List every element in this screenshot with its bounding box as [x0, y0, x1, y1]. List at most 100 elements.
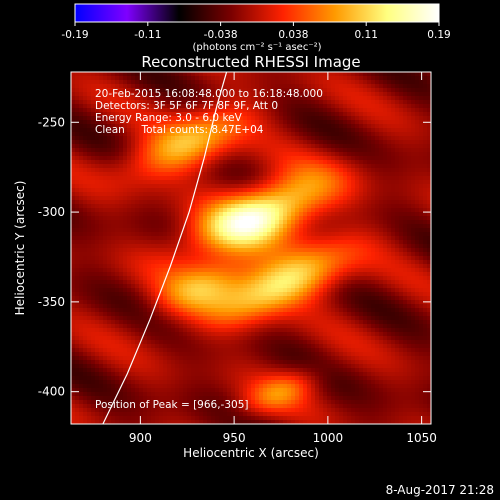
heat-cell — [259, 192, 264, 197]
heat-cell — [263, 228, 268, 233]
heat-cell — [367, 232, 372, 237]
heat-cell — [243, 288, 248, 293]
heat-cell — [411, 160, 416, 165]
heat-cell — [135, 116, 140, 121]
heat-cell — [103, 260, 108, 265]
heat-cell — [179, 220, 184, 225]
heat-cell — [171, 84, 176, 89]
heat-cell — [339, 76, 344, 81]
heat-cell — [319, 112, 324, 117]
heat-cell — [291, 192, 296, 197]
heat-cell — [143, 172, 148, 177]
heat-cell — [103, 152, 108, 157]
heat-cell — [323, 220, 328, 225]
heat-cell — [167, 220, 172, 225]
heat-cell — [131, 88, 136, 93]
heat-cell — [163, 204, 168, 209]
heat-cell — [335, 200, 340, 205]
heat-cell — [295, 252, 300, 257]
heat-cell — [155, 212, 160, 217]
heat-cell — [211, 152, 216, 157]
heat-cell — [95, 96, 100, 101]
heat-cell — [203, 288, 208, 293]
heat-cell — [423, 116, 428, 121]
heat-cell — [339, 100, 344, 105]
heat-cell — [295, 280, 300, 285]
heat-cell — [231, 128, 236, 133]
heat-cell — [267, 164, 272, 169]
heat-cell — [347, 72, 352, 77]
heat-cell — [295, 168, 300, 173]
heat-cell — [103, 196, 108, 201]
heat-cell — [271, 112, 276, 117]
heat-cell — [199, 252, 204, 257]
heat-cell — [155, 288, 160, 293]
heat-cell — [375, 116, 380, 121]
heat-cell — [159, 244, 164, 249]
heat-cell — [83, 220, 88, 225]
heat-cell — [103, 120, 108, 125]
heat-cell — [315, 192, 320, 197]
heat-cell — [115, 244, 120, 249]
heat-cell — [359, 176, 364, 181]
heat-cell — [223, 240, 228, 245]
heat-cell — [375, 232, 380, 237]
heat-cell — [379, 112, 384, 117]
heat-cell — [179, 272, 184, 277]
heat-cell — [423, 164, 428, 169]
heat-cell — [243, 172, 248, 177]
heat-cell — [135, 224, 140, 229]
heat-cell — [231, 228, 236, 233]
heat-cell — [179, 172, 184, 177]
heat-cell — [255, 96, 260, 101]
heat-cell — [331, 104, 336, 109]
heat-cell — [119, 192, 124, 197]
heat-cell — [411, 188, 416, 193]
heat-cell — [99, 76, 104, 81]
heat-cell — [323, 228, 328, 233]
heat-cell — [83, 252, 88, 257]
heat-cell — [191, 280, 196, 285]
heat-cell — [263, 160, 268, 165]
heat-cell — [279, 260, 284, 265]
heat-cell — [199, 112, 204, 117]
heat-cell — [71, 176, 76, 181]
heat-cell — [335, 92, 340, 97]
heat-cell — [375, 92, 380, 97]
heat-cell — [391, 204, 396, 209]
heat-cell — [167, 192, 172, 197]
heat-cell — [247, 140, 252, 145]
heat-cell — [375, 280, 380, 285]
heat-cell — [323, 168, 328, 173]
heat-cell — [403, 96, 408, 101]
heat-cell — [71, 156, 76, 161]
heat-cell — [427, 212, 431, 217]
heat-cell — [327, 236, 332, 241]
heat-cell — [211, 224, 216, 229]
heat-cell — [375, 200, 380, 205]
heat-cell — [343, 288, 348, 293]
heat-cell — [211, 228, 216, 233]
heat-cell — [171, 148, 176, 153]
heat-cell — [235, 140, 240, 145]
heat-cell — [267, 268, 272, 273]
heat-cell — [379, 212, 384, 217]
heat-cell — [395, 216, 400, 221]
heat-cell — [315, 148, 320, 153]
heat-cell — [427, 100, 431, 105]
heat-cell — [231, 288, 236, 293]
heat-cell — [359, 148, 364, 153]
heat-cell — [351, 188, 356, 193]
heat-cell — [187, 112, 192, 117]
heat-cell — [291, 148, 296, 153]
heat-cell — [419, 156, 424, 161]
heat-cell — [203, 284, 208, 289]
heat-cell — [131, 108, 136, 113]
heat-cell — [203, 204, 208, 209]
heat-cell — [179, 240, 184, 245]
heat-cell — [271, 208, 276, 213]
heat-cell — [227, 116, 232, 121]
heat-cell — [155, 280, 160, 285]
heat-cell — [323, 140, 328, 145]
heat-cell — [243, 108, 248, 113]
